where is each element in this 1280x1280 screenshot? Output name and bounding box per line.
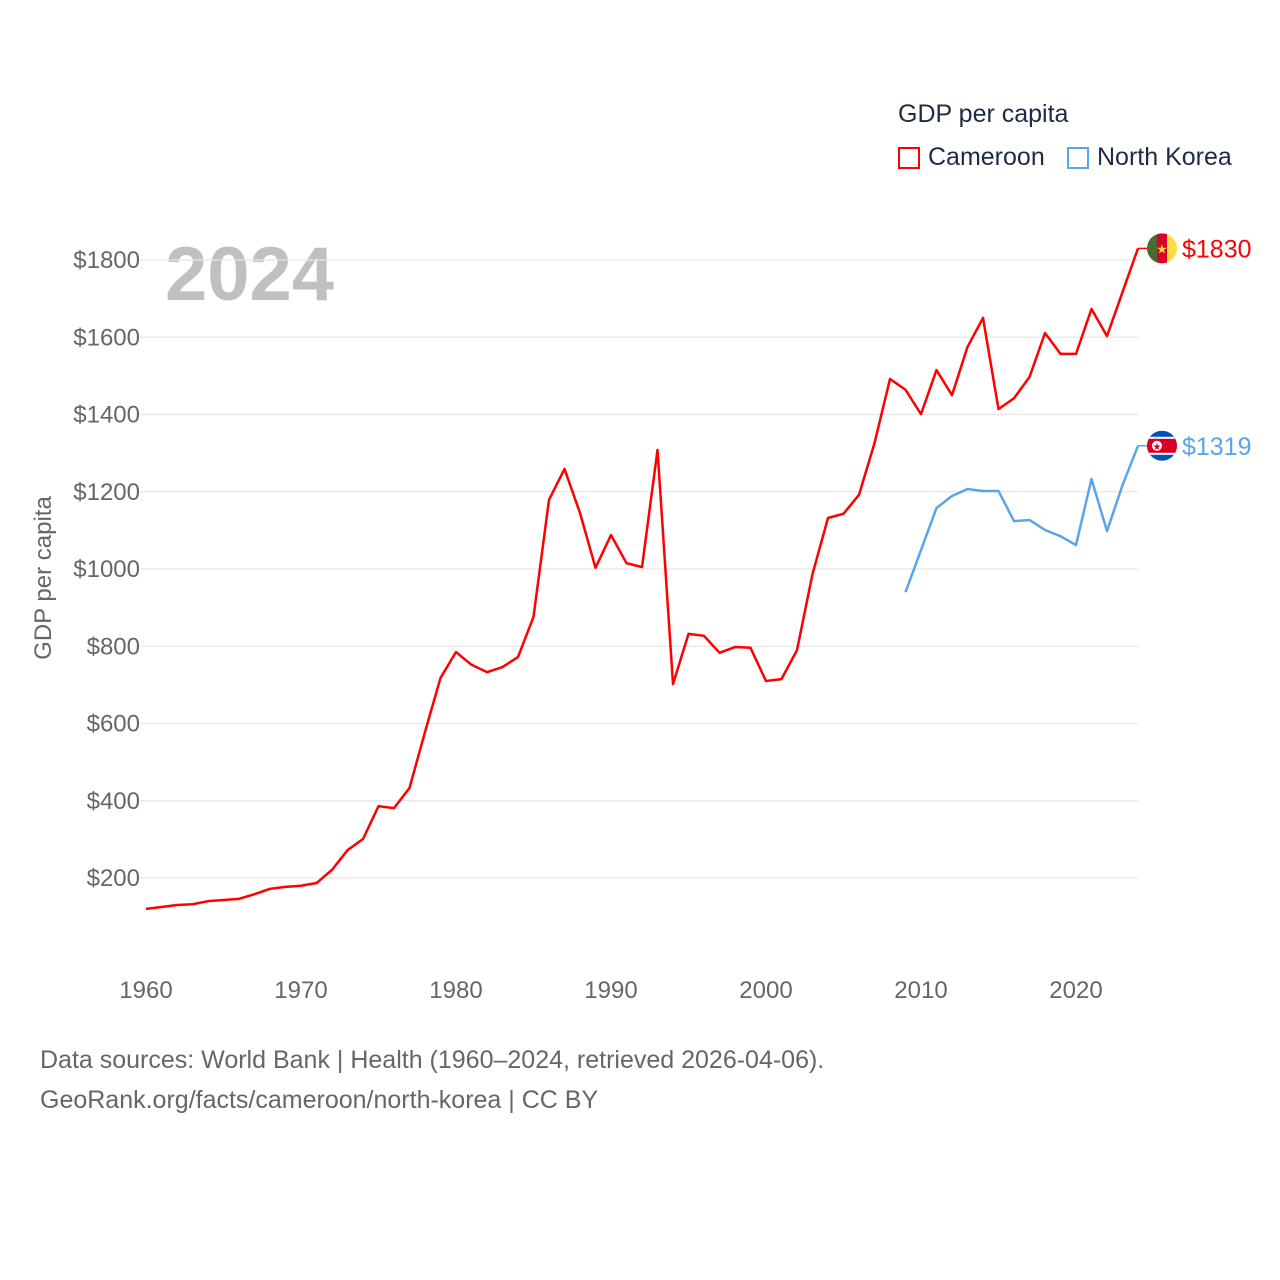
legend-swatch-north-korea (1067, 146, 1089, 169)
x-tick-label: 2020 (1049, 977, 1102, 1004)
y-tick-label: $400 (87, 788, 140, 815)
x-tick-label: 2000 (739, 977, 792, 1004)
series-line-north-korea (904, 445, 1140, 593)
series-line-cameroon (145, 247, 1140, 911)
source-line-2: GeoRank.org/facts/cameroon/north-korea |… (40, 1086, 599, 1114)
y-axis-label: GDP per capita (30, 496, 57, 660)
y-tick-label: $1000 (73, 556, 140, 583)
x-tick-label: 1960 (119, 977, 172, 1004)
legend-label-cameroon: Cameroon (928, 143, 1045, 171)
x-tick-label: 1980 (429, 977, 482, 1004)
x-tick-label: 1990 (584, 977, 637, 1004)
legend-title: GDP per capita (898, 100, 1069, 128)
cameroon-flag-icon: ★ (1147, 233, 1177, 264)
y-tick-label: $1800 (73, 247, 140, 274)
y-tick-label: $800 (87, 633, 140, 660)
svg-text:★: ★ (1156, 241, 1168, 256)
y-tick-label: $600 (87, 711, 140, 738)
legend-swatch-cameroon (898, 146, 920, 169)
x-tick-label: 2010 (894, 977, 947, 1004)
end-value-label-north-korea: $1319 (1182, 433, 1252, 461)
svg-text:★: ★ (1153, 442, 1162, 453)
y-tick-label: $1200 (73, 479, 140, 506)
legend-item-cameroon[interactable]: Cameroon (898, 143, 1045, 172)
year-watermark: 2024 (165, 232, 334, 317)
north-korea-flag-icon: ★ (1147, 430, 1177, 461)
legend-label-north-korea: North Korea (1097, 143, 1232, 171)
end-value-label-cameroon: $1830 (1182, 235, 1252, 263)
y-tick-label: $200 (87, 865, 140, 892)
y-tick-label: $1600 (73, 324, 140, 351)
legend-item-north-korea[interactable]: North Korea (1067, 143, 1232, 172)
source-line-1: Data sources: World Bank | Health (1960–… (40, 1046, 825, 1074)
x-tick-label: 1970 (274, 977, 327, 1004)
y-tick-label: $1400 (73, 402, 140, 429)
